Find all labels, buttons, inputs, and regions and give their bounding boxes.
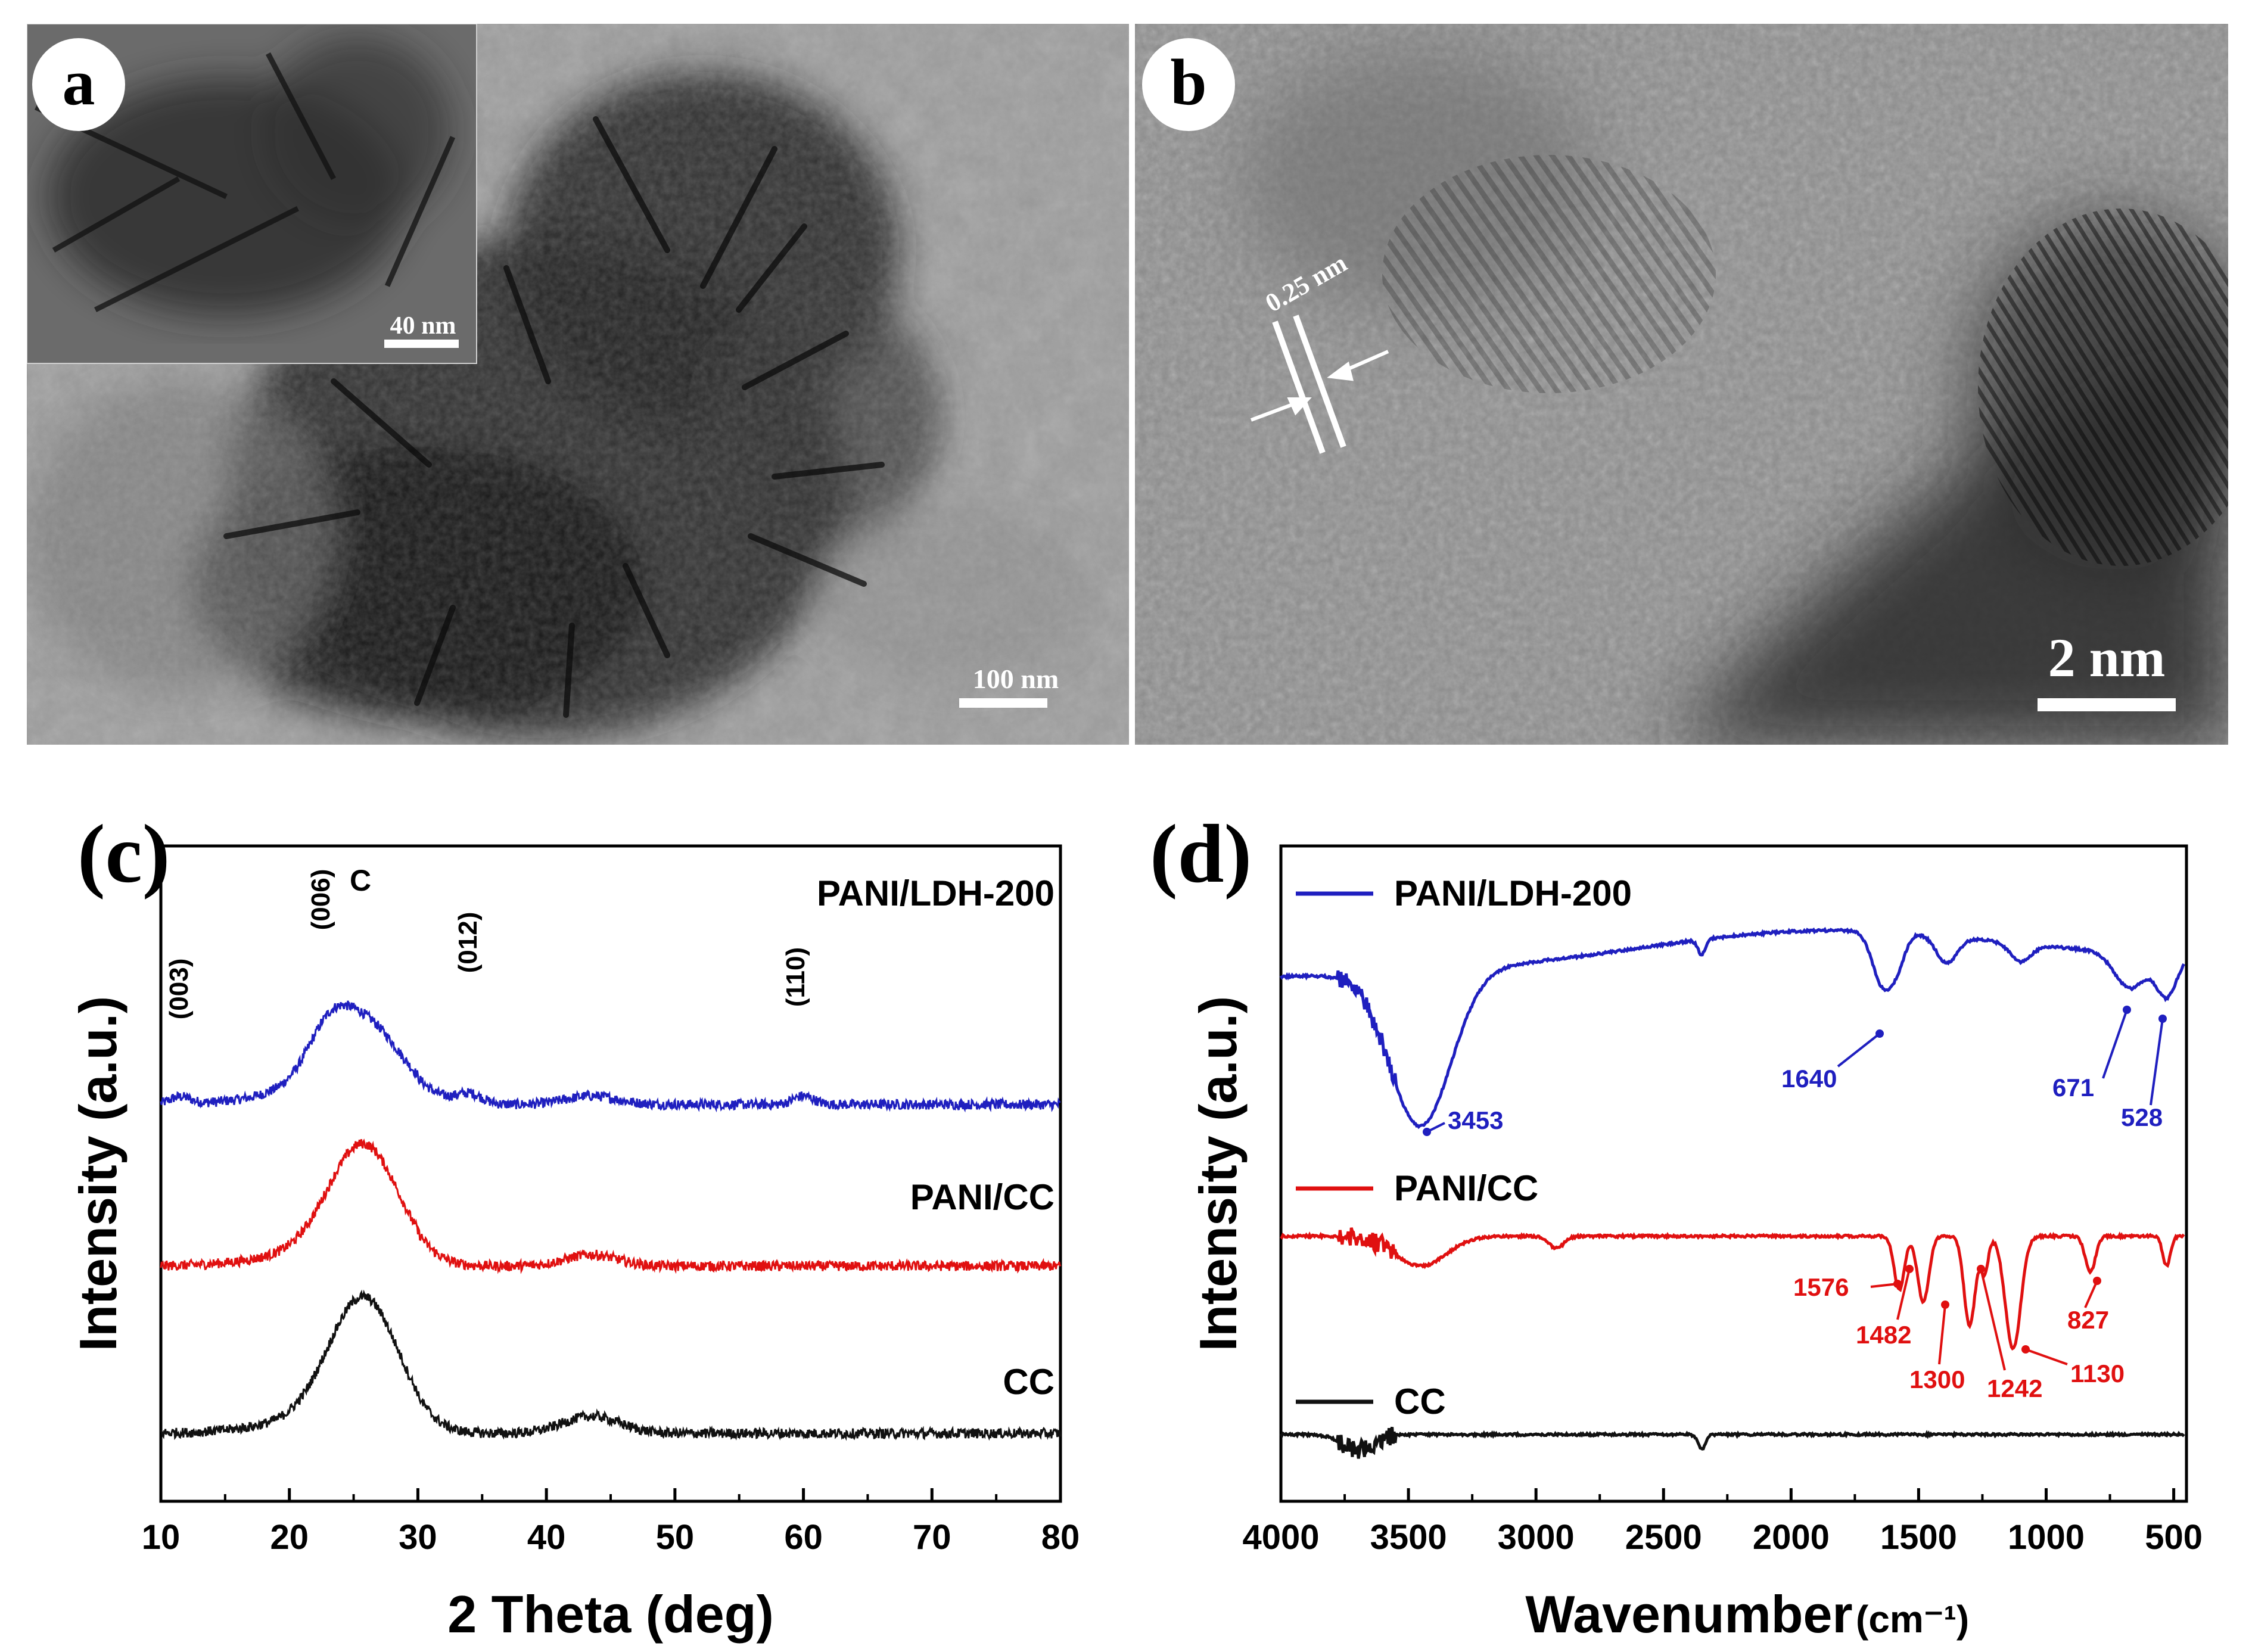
peak-arrow-head-3	[2158, 1015, 2167, 1023]
y-axis-label-d: Intensity (a.u.)	[1189, 996, 1248, 1352]
panel-a-inset-image	[27, 24, 477, 364]
x-tick-label-c: 60	[784, 1518, 823, 1557]
panel-d-ftir-chart: (d) 4000 3500 3000 2500 2000 1500 1000 500 Wave…	[1150, 808, 2203, 1644]
series-line-d-2	[1279, 1426, 2185, 1459]
peak-label-1300: 1300	[1909, 1365, 1965, 1393]
x-axis-label-d: Wavenumber	[1525, 1585, 1852, 1644]
peak-arrow-9	[2084, 1280, 2098, 1308]
peak-arrow-8	[2025, 1348, 2068, 1365]
panel-label-d: (d)	[1150, 808, 1252, 900]
x-tick-label-d: 3000	[1498, 1518, 1575, 1557]
peak-arrow-6	[1938, 1304, 1946, 1365]
x-tick-label-d: 2000	[1753, 1518, 1830, 1557]
legend-label-c-cc: CC	[1003, 1362, 1055, 1402]
peak-label-1242: 1242	[1987, 1374, 2042, 1402]
inset-scale-bar	[384, 340, 459, 348]
series-line-c-0	[160, 1000, 1061, 1113]
scale-label-b: 2 nm	[2048, 627, 2166, 688]
peak-label-827: 827	[2067, 1306, 2109, 1334]
scale-bar-a	[959, 698, 1047, 708]
x-tick-label-d: 3500	[1370, 1518, 1447, 1557]
sheet-edges	[223, 116, 885, 718]
x-tick-label-c: 10	[142, 1518, 181, 1557]
x-axis-d: 4000 3500 3000 2500 2000 1500 1000 500	[1242, 1488, 2203, 1557]
peak-label-1576: 1576	[1793, 1273, 1849, 1301]
series-line-d-1	[1280, 1227, 2185, 1351]
series-line-d-0	[1279, 926, 2185, 1130]
x-tick-label-d: 1500	[1880, 1518, 1957, 1557]
x-axis-unit-d: (cm⁻¹)	[1856, 1598, 1969, 1641]
series-line-c-1	[160, 1138, 1062, 1274]
legend-label-c-pani-cc: PANI/CC	[910, 1177, 1055, 1217]
panel-label-b-badge	[1142, 38, 1235, 131]
peak-arrow-head-1	[1875, 1029, 1884, 1038]
peak-label-1482: 1482	[1856, 1321, 1911, 1349]
annotation-003: (003)	[164, 959, 194, 1020]
plot-frame-d	[1279, 844, 2188, 1503]
y-axis-label-c: Intensity (a.u.)	[69, 996, 127, 1352]
legend-label-d-pani-ldh: PANI/LDH-200	[1394, 873, 1632, 913]
x-axis-c: 10 20 30 40 50 60 70 80	[142, 1488, 1080, 1557]
series-group-c	[160, 1000, 1062, 1441]
peak-arrow-7	[1980, 1268, 2006, 1371]
lattice-marker-lines	[1272, 315, 1346, 454]
peak-arrow-1	[1837, 1032, 1881, 1068]
peak-arrow-head-7	[1977, 1265, 1985, 1273]
peak-arrow-head-2	[2123, 1006, 2131, 1014]
annotation-c: C	[350, 864, 371, 897]
panel-label-c: (c)	[77, 808, 170, 900]
peak-arrow-head-8	[2021, 1345, 2030, 1354]
x-tick-label-c: 50	[656, 1518, 695, 1557]
x-tick-label-d: 1000	[2008, 1518, 2085, 1557]
panel-label-a: a	[63, 46, 95, 119]
x-tick-label-c: 70	[913, 1518, 951, 1557]
panel-label-a-badge	[32, 38, 125, 131]
series-line-c-2	[160, 1289, 1062, 1441]
peak-arrow-head-0	[1423, 1128, 1431, 1136]
annotation-110: (110)	[781, 947, 810, 1007]
peak-arrow-head-5	[1905, 1265, 1914, 1273]
x-tick-label-c: 40	[527, 1518, 566, 1557]
inset-scale-label: 40 nm	[390, 312, 456, 340]
lattice-fringes-region-2	[1382, 155, 1716, 393]
peak-label-1130: 1130	[2070, 1359, 2125, 1387]
peak-label-1640: 1640	[1781, 1065, 1837, 1093]
peak-arrow-head-6	[1941, 1301, 1949, 1309]
peak-arrow-2	[2102, 1009, 2128, 1079]
legend-label-c-pani-ldh: PANI/LDH-200	[817, 873, 1055, 913]
legend-label-d-pani-cc: PANI/CC	[1394, 1168, 1538, 1208]
annotation-006: (006)	[306, 869, 335, 931]
peak-arrow-3	[2150, 1018, 2164, 1106]
x-tick-label-d: 500	[2145, 1518, 2203, 1557]
x-tick-label-c: 20	[270, 1518, 309, 1557]
scale-bar-b	[2038, 698, 2176, 711]
panel-b-hrtem-image: 0.25 nm 2 nm b	[1135, 24, 2228, 745]
peak-label-3453: 3453	[1448, 1106, 1503, 1134]
legend-label-d-cc: CC	[1394, 1382, 1446, 1421]
peak-label-671: 671	[2052, 1074, 2094, 1102]
lattice-fringes-region	[1978, 209, 2228, 566]
peak-arrow-head-4	[1893, 1280, 1902, 1288]
x-axis-label-c: 2 Theta (deg)	[447, 1585, 774, 1644]
peak-label-528: 528	[2121, 1103, 2163, 1131]
panel-a-tem-image: 40 nm 100 nm a	[27, 24, 1129, 745]
x-tick-label-c: 80	[1041, 1518, 1080, 1557]
panel-label-b: b	[1170, 46, 1206, 119]
lattice-arrows	[1250, 350, 1389, 422]
series-group-d	[1279, 926, 2185, 1459]
x-tick-label-d: 2500	[1625, 1518, 1702, 1557]
peak-arrow-5	[1896, 1268, 1911, 1320]
annotation-012: (012)	[453, 912, 483, 973]
x-tick-label-c: 30	[399, 1518, 437, 1557]
panel-c-xrd-chart: (c) 10 20 30 40 50 60 70 80 2 Theta (deg) Inten…	[69, 808, 1080, 1644]
peak-arrow-4	[1870, 1283, 1898, 1288]
x-tick-label-d: 4000	[1242, 1518, 1319, 1557]
scale-label-a: 100 nm	[973, 664, 1059, 694]
peak-arrow-head-9	[2093, 1277, 2101, 1285]
